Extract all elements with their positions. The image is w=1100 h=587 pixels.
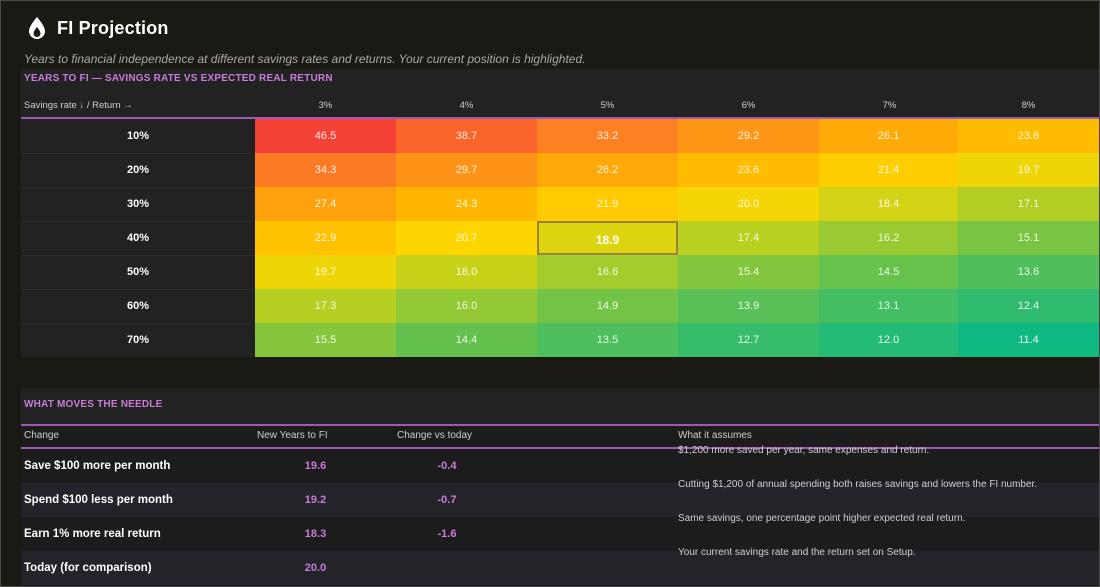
new-years-value: 19.6 xyxy=(304,460,327,472)
row-separator xyxy=(21,289,255,290)
heatmap-cell: 23.6 xyxy=(678,153,819,187)
table-row: Spend $100 less per month 19.2 -0.7 Cutt… xyxy=(21,479,1099,517)
row-separator xyxy=(21,255,255,256)
flame-drop-icon xyxy=(29,17,45,39)
needle-section-divider xyxy=(21,424,1099,426)
delta-value: -0.7 xyxy=(437,494,457,506)
heatmap-cell: 12.4 xyxy=(958,289,1099,323)
heatmap-cell: 18.0 xyxy=(396,255,537,289)
delta-value: -0.4 xyxy=(437,460,457,472)
header-what-it-assumes: What it assumes xyxy=(678,430,752,441)
heatmap-cell: 11.4 xyxy=(958,323,1099,357)
header-change: Change xyxy=(24,430,60,441)
heatmap-cell: 33.2 xyxy=(537,119,678,153)
heatmap-cell: 16.6 xyxy=(537,255,678,289)
header: FI Projection xyxy=(27,15,169,41)
delta-value: -1.6 xyxy=(437,528,457,540)
delta-value xyxy=(397,551,497,585)
column-header-4pct: 4% xyxy=(459,100,474,111)
needle-section-band xyxy=(21,388,1099,424)
heatmap-cell: 18.4 xyxy=(819,187,958,221)
heatmap-cell: 14.4 xyxy=(396,323,537,357)
column-header-6pct: 6% xyxy=(741,100,756,111)
heatmap-cell: 13.9 xyxy=(678,289,819,323)
heatmap-cell: 26.2 xyxy=(537,153,678,187)
heatmap-cell: 15.5 xyxy=(255,323,396,357)
assumption-text: Same savings, one percentage point highe… xyxy=(678,513,966,524)
needle-table: WHAT MOVES THE NEEDLE Change New Years t… xyxy=(21,388,1099,586)
heatmap-cell: 13.5 xyxy=(537,323,678,357)
heatmap-cell: 29.2 xyxy=(678,119,819,153)
row-header-10pct: 10% xyxy=(126,130,150,142)
heatmap-cell: 26.1 xyxy=(819,119,958,153)
assumption-text: Your current savings rate and the return… xyxy=(678,547,916,558)
heatmap-cell: 17.1 xyxy=(958,187,1099,221)
column-header-8pct: 8% xyxy=(1021,100,1036,111)
table-row: Today (for comparison) 20.0 Your current… xyxy=(21,547,1099,585)
page-title: FI Projection xyxy=(57,17,169,38)
row-header-20pct: 20% xyxy=(126,164,150,176)
change-label: Earn 1% more real return xyxy=(24,528,161,540)
heatmap-cell: 46.5 xyxy=(255,119,396,153)
row-header-70pct: 70% xyxy=(126,334,150,346)
column-header-3pct: 3% xyxy=(318,100,333,111)
heatmap-cell: 14.9 xyxy=(537,289,678,323)
heatmap-section-label: YEARS TO FI — SAVINGS RATE VS EXPECTED R… xyxy=(24,73,333,84)
heatmap-cell: 12.7 xyxy=(678,323,819,357)
heatmap-cell: 21.9 xyxy=(537,187,678,221)
row-header-60pct: 60% xyxy=(126,300,150,312)
page-subtitle: Years to financial independence at diffe… xyxy=(24,52,586,66)
heatmap-cell: 19.7 xyxy=(958,153,1099,187)
needle-section-label: WHAT MOVES THE NEEDLE xyxy=(24,399,163,410)
table-row: Earn 1% more real return 18.3 -1.6 Same … xyxy=(21,513,1099,551)
change-label: Save $100 more per month xyxy=(24,460,171,472)
heatmap-axis-label: Savings rate ↓ / Return → xyxy=(24,100,133,111)
heatmap-cell: 27.4 xyxy=(255,187,396,221)
row-header-50pct: 50% xyxy=(126,266,150,278)
heatmap-cell: 15.1 xyxy=(958,221,1099,255)
heatmap-cell: 17.3 xyxy=(255,289,396,323)
new-years-value: 18.3 xyxy=(304,528,327,540)
row-separator xyxy=(21,221,255,222)
change-label: Today (for comparison) xyxy=(24,562,152,574)
header-new-years: New Years to FI xyxy=(257,430,328,441)
table-header-divider xyxy=(21,447,1099,449)
change-label: Spend $100 less per month xyxy=(24,494,173,506)
header-change-vs-today: Change vs today xyxy=(397,430,473,441)
heatmap-header-divider xyxy=(21,117,1099,119)
row-header-30pct: 30% xyxy=(126,198,150,210)
table-row: Save $100 more per month 19.6 -0.4 $1,20… xyxy=(21,445,1099,483)
row-separator xyxy=(21,323,255,324)
column-header-7pct: 7% xyxy=(882,100,897,111)
new-years-value: 20.0 xyxy=(304,562,327,574)
heatmap-cell: 23.6 xyxy=(958,119,1099,153)
row-separator xyxy=(21,187,255,188)
heatmap-cell: 20.7 xyxy=(396,221,537,255)
heatmap-cell: 13.1 xyxy=(819,289,958,323)
heatmap-cell: 14.5 xyxy=(819,255,958,289)
heatmap-cell: 29.7 xyxy=(396,153,537,187)
heatmap-cell: 13.6 xyxy=(958,255,1099,289)
heatmap-cell-current: 18.9 xyxy=(537,221,678,255)
heatmap-cell: 12.0 xyxy=(819,323,958,357)
heatmap-cell: 38.7 xyxy=(396,119,537,153)
heatmap-cell: 34.3 xyxy=(255,153,396,187)
heatmap-cell: 16.2 xyxy=(819,221,958,255)
row-header-40pct: 40% xyxy=(126,232,150,244)
heatmap-cell: 24.3 xyxy=(396,187,537,221)
heatmap-cell: 17.4 xyxy=(678,221,819,255)
assumption-text: $1,200 more saved per year, same expense… xyxy=(678,445,930,456)
heatmap-cell: 22.9 xyxy=(255,221,396,255)
assumption-text: Cutting $1,200 of annual spending both r… xyxy=(678,479,1038,490)
column-header-5pct: 5% xyxy=(600,100,615,111)
heatmap-cell: 19.7 xyxy=(255,255,396,289)
fi-heatmap: YEARS TO FI — SAVINGS RATE VS EXPECTED R… xyxy=(21,69,1099,357)
heatmap-cell: 20.0 xyxy=(678,187,819,221)
heatmap-cell: 15.4 xyxy=(678,255,819,289)
new-years-value: 19.2 xyxy=(304,494,327,506)
heatmap-cell: 21.4 xyxy=(819,153,958,187)
row-separator xyxy=(21,153,255,154)
heatmap-cell: 16.0 xyxy=(396,289,537,323)
